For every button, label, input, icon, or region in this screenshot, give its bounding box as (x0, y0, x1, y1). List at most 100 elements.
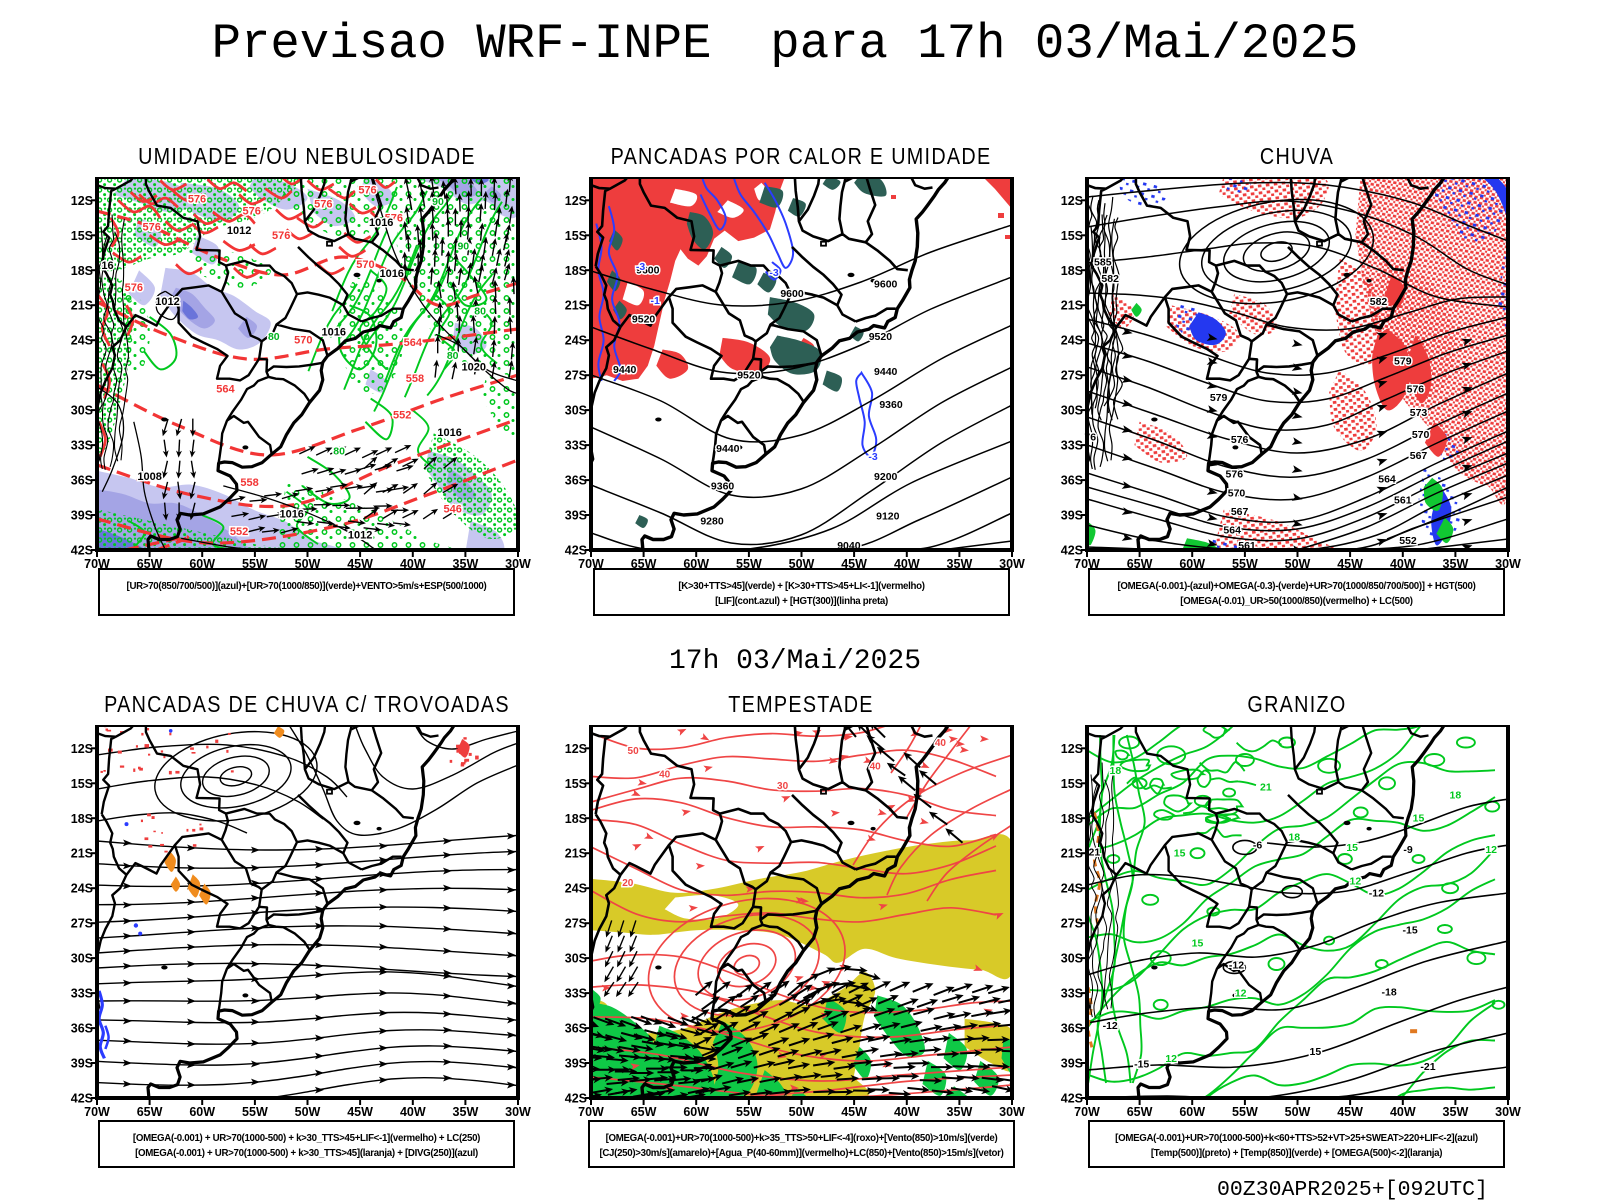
svg-text:36S: 36S (565, 1022, 587, 1036)
svg-text:27S: 27S (1061, 917, 1083, 931)
svg-text:24S: 24S (1061, 334, 1083, 348)
svg-text:567: 567 (1231, 506, 1249, 518)
svg-text:60W: 60W (683, 1105, 709, 1119)
svg-text:30S: 30S (1061, 952, 1083, 966)
svg-text:12: 12 (1165, 1053, 1177, 1065)
svg-text:65W: 65W (1127, 1105, 1153, 1119)
svg-text:30S: 30S (71, 404, 93, 418)
svg-text:12S: 12S (1061, 742, 1083, 756)
svg-text:558: 558 (240, 477, 258, 489)
svg-text:9600: 9600 (636, 265, 660, 277)
svg-text:564: 564 (1378, 473, 1396, 485)
svg-text:9520: 9520 (737, 370, 761, 382)
svg-text:30W: 30W (999, 557, 1025, 571)
svg-text:27S: 27S (565, 369, 587, 383)
svg-text:90: 90 (457, 240, 469, 252)
svg-text:18S: 18S (71, 812, 93, 826)
svg-text:576: 576 (385, 212, 403, 224)
svg-text:9200: 9200 (874, 471, 898, 483)
svg-text:15S: 15S (71, 229, 93, 243)
svg-text:60W: 60W (189, 557, 215, 571)
svg-text:50W: 50W (789, 557, 815, 571)
svg-text:15: 15 (1310, 1046, 1322, 1058)
svg-text:65W: 65W (631, 1105, 657, 1119)
svg-text:9440: 9440 (716, 443, 740, 455)
svg-text:570: 570 (356, 259, 374, 271)
svg-text:40W: 40W (894, 557, 920, 571)
svg-text:42S: 42S (1061, 544, 1083, 558)
svg-text:45W: 45W (841, 1105, 867, 1119)
svg-text:35W: 35W (947, 557, 973, 571)
svg-text:39S: 39S (565, 1057, 587, 1071)
svg-text:18S: 18S (565, 812, 587, 826)
svg-text:42S: 42S (71, 544, 93, 558)
svg-text:39S: 39S (1061, 509, 1083, 523)
svg-text:-3: -3 (769, 267, 778, 279)
svg-text:70W: 70W (1074, 557, 1100, 571)
svg-text:558: 558 (406, 373, 424, 385)
svg-text:15: 15 (1192, 938, 1204, 950)
svg-text:9280: 9280 (700, 515, 724, 527)
svg-text:24S: 24S (565, 882, 587, 896)
svg-text:-15: -15 (1403, 925, 1418, 937)
svg-text:21S: 21S (71, 299, 93, 313)
svg-text:18S: 18S (1061, 812, 1083, 826)
svg-text:15: 15 (1413, 813, 1425, 825)
svg-text:65W: 65W (137, 557, 163, 571)
svg-text:36S: 36S (71, 474, 93, 488)
svg-text:45W: 45W (347, 1105, 373, 1119)
svg-text:9440: 9440 (874, 366, 898, 378)
svg-text:40W: 40W (1390, 557, 1416, 571)
svg-text:70W: 70W (578, 557, 604, 571)
svg-text:21S: 21S (565, 847, 587, 861)
svg-text:1016: 1016 (279, 508, 303, 520)
svg-text:30W: 30W (1495, 557, 1521, 571)
svg-text:579: 579 (1394, 356, 1412, 368)
svg-text:9360: 9360 (879, 399, 903, 411)
svg-text:582: 582 (1101, 273, 1119, 285)
svg-text:-18: -18 (1382, 986, 1397, 998)
svg-text:1016: 1016 (379, 268, 403, 280)
svg-text:36S: 36S (565, 474, 587, 488)
svg-text:30S: 30S (565, 952, 587, 966)
svg-text:40: 40 (659, 770, 671, 781)
svg-text:564: 564 (1223, 525, 1241, 537)
svg-text:40: 40 (935, 738, 947, 749)
svg-text:15S: 15S (565, 777, 587, 791)
svg-text:12: 12 (1235, 988, 1247, 1000)
svg-text:30W: 30W (505, 557, 531, 571)
svg-text:552: 552 (1399, 535, 1417, 547)
svg-text:18: 18 (1110, 765, 1122, 777)
svg-text:15S: 15S (1061, 777, 1083, 791)
svg-text:552: 552 (230, 526, 248, 538)
svg-text:561: 561 (1394, 494, 1412, 506)
svg-text:55W: 55W (736, 557, 762, 571)
svg-text:12S: 12S (565, 742, 587, 756)
svg-text:576: 576 (143, 222, 161, 234)
svg-text:1012: 1012 (227, 225, 251, 237)
svg-text:33S: 33S (565, 987, 587, 1001)
svg-text:35W: 35W (1443, 557, 1469, 571)
svg-text:50W: 50W (1285, 1105, 1311, 1119)
svg-text:576: 576 (188, 194, 206, 206)
svg-text:15S: 15S (71, 777, 93, 791)
svg-text:9600: 9600 (874, 279, 898, 291)
svg-text:570: 570 (294, 335, 312, 347)
svg-text:27S: 27S (71, 917, 93, 931)
svg-text:30: 30 (777, 781, 789, 792)
svg-text:576: 576 (314, 198, 332, 210)
svg-text:35W: 35W (1443, 1105, 1469, 1119)
svg-text:45W: 45W (1337, 557, 1363, 571)
svg-text:24S: 24S (565, 334, 587, 348)
svg-text:55W: 55W (242, 1105, 268, 1119)
svg-text:90: 90 (432, 196, 444, 208)
svg-text:570: 570 (1412, 429, 1430, 441)
svg-text:33S: 33S (71, 439, 93, 453)
svg-text:24S: 24S (71, 334, 93, 348)
svg-text:-1: -1 (651, 295, 660, 307)
svg-text:9520: 9520 (632, 314, 656, 326)
svg-text:50W: 50W (295, 557, 321, 571)
svg-text:21S: 21S (1061, 299, 1083, 313)
svg-text:20: 20 (622, 878, 634, 889)
svg-text:-21: -21 (1420, 1061, 1435, 1073)
